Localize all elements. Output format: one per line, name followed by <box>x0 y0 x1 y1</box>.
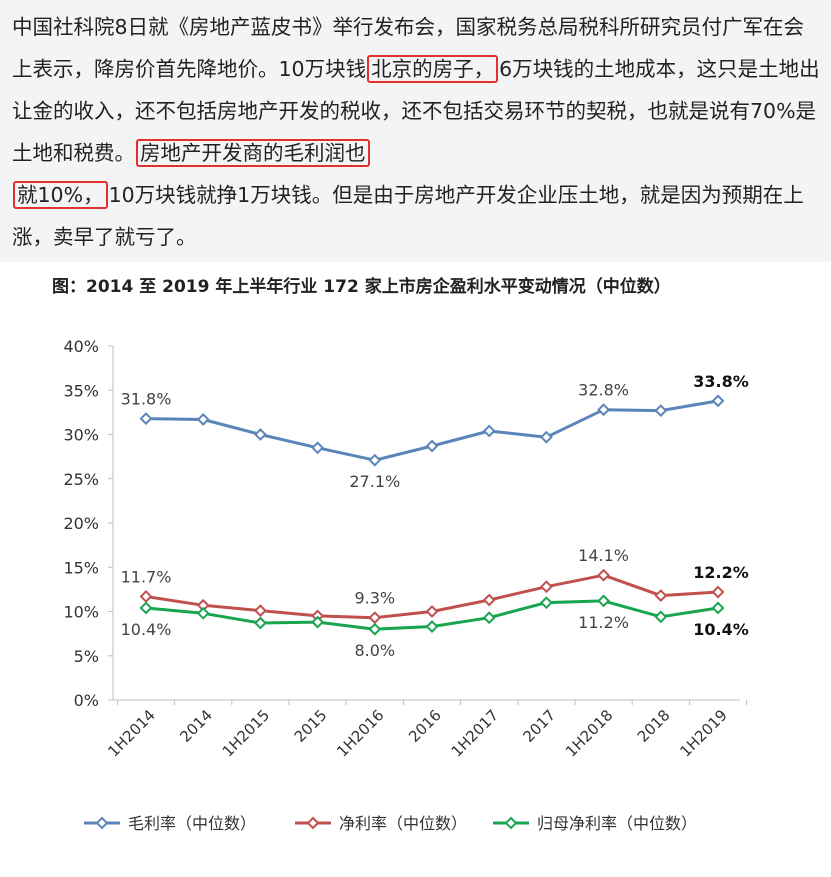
data-label: 11.2% <box>578 613 629 632</box>
data-label: 11.7% <box>121 567 172 586</box>
data-point <box>311 615 325 629</box>
data-point <box>196 606 210 620</box>
data-point <box>711 394 725 408</box>
data-point <box>654 404 668 418</box>
legend-label: 净利率（中位数） <box>339 814 467 833</box>
y-tick-label: 10% <box>63 603 99 622</box>
data-point <box>597 403 611 417</box>
data-point <box>139 412 153 425</box>
highlight-gross-margin-a: 房地产开发商的毛利润也 <box>136 139 370 167</box>
chart-legend: 毛利率（中位数） 净利率（中位数） 归母净利率（中位数） <box>84 814 697 833</box>
data-point <box>711 601 725 615</box>
data-point <box>482 424 496 438</box>
highlight-gross-margin-b: 就10%， <box>13 181 108 209</box>
data-point <box>196 413 210 426</box>
data-label: 27.1% <box>349 472 400 491</box>
data-label: 9.3% <box>354 589 395 608</box>
data-point <box>539 430 553 444</box>
data-point <box>654 589 668 602</box>
data-label: 10.4% <box>693 620 749 639</box>
x-tick-label: 1H2019 <box>676 706 730 760</box>
data-point <box>139 590 153 603</box>
x-tick-label: 1H2018 <box>562 706 616 760</box>
data-point <box>482 593 496 607</box>
data-point <box>368 622 382 636</box>
legend-swatch-marker <box>504 816 518 830</box>
highlight-beijing-house: 北京的房子， <box>367 55 499 83</box>
y-tick-label: 35% <box>63 381 99 400</box>
data-point <box>482 611 496 625</box>
chart-container: 图：2014 至 2019 年上半年行业 172 家上市房企盈利水平变动情况（中… <box>0 262 831 873</box>
data-point <box>368 611 382 625</box>
data-point <box>654 610 668 624</box>
data-point <box>253 616 267 630</box>
x-tick-label: 2017 <box>519 706 559 746</box>
data-label: 31.8% <box>121 390 172 409</box>
data-label: 10.4% <box>121 620 172 639</box>
y-tick-label: 40% <box>63 337 99 356</box>
data-point <box>425 605 439 618</box>
data-point <box>711 585 725 599</box>
y-tick-label: 25% <box>63 470 99 489</box>
chart-title: 图：2014 至 2019 年上半年行业 172 家上市房企盈利水平变动情况（中… <box>52 276 671 297</box>
legend-label: 毛利率（中位数） <box>128 814 256 833</box>
legend-swatch-marker <box>95 816 109 830</box>
legend-swatch-marker <box>306 816 320 830</box>
y-tick-label: 15% <box>63 558 99 577</box>
data-point <box>425 620 439 633</box>
x-tick-label: 2018 <box>634 706 674 746</box>
y-tick-label: 5% <box>74 647 99 666</box>
data-label: 14.1% <box>578 546 629 565</box>
y-tick-label: 0% <box>74 691 99 710</box>
y-tick-label: 20% <box>63 514 99 533</box>
x-tick-label: 1H2017 <box>448 706 502 760</box>
data-point <box>253 604 267 618</box>
data-labels: 31.8% 27.1% 32.8% 33.8% 11.7% 9.3% 14.1% 12.2% 1… <box>121 372 749 660</box>
x-tick-label: 1H2015 <box>219 706 273 760</box>
article-text: 中国社科院8日就《房地产蓝皮书》举行发布会，国家税务总局税科所研究员付广军在会上… <box>0 0 831 262</box>
series-group <box>139 394 725 636</box>
data-label: 8.0% <box>354 641 395 660</box>
data-point <box>597 594 611 608</box>
x-tick-label: 2015 <box>291 706 331 746</box>
data-point <box>368 453 382 467</box>
data-point <box>311 441 325 455</box>
article-para-2: 6万块钱的土地成本，这只是土地出让金的收入，还不包括房地产开发的税收，还不包括交… <box>12 57 820 165</box>
x-tick-label: 2016 <box>405 706 445 746</box>
x-axis-ticks: 1H2014 2014 1H2015 2015 1H2016 2016 1H2017 2017… <box>104 700 748 761</box>
article-para-3: 10万块钱就挣1万块钱。但是由于房地产开发企业压土地，就是因为预期在上涨，卖早了… <box>12 183 804 249</box>
data-label: 33.8% <box>693 372 749 391</box>
data-label: 12.2% <box>693 563 749 582</box>
x-tick-label: 1H2016 <box>333 706 387 760</box>
data-point <box>425 439 439 453</box>
y-tick-label: 30% <box>63 426 99 445</box>
data-point <box>597 568 611 582</box>
profitability-line-chart: 图：2014 至 2019 年上半年行业 172 家上市房企盈利水平变动情况（中… <box>52 276 749 833</box>
article-para-1: 中国社科院8日就《房地产蓝皮书》举行发布会，国家税务总局税科所研究员付广军在会上… <box>12 15 805 81</box>
y-axis-ticks: 0% 5% 10% 15% 20% 25% 30% 35% 40% <box>63 337 113 710</box>
data-label: 32.8% <box>578 381 629 400</box>
data-point <box>539 580 553 594</box>
data-point <box>139 601 153 615</box>
x-tick-label: 1H2014 <box>104 706 158 760</box>
legend-label: 归母净利率（中位数） <box>537 814 697 833</box>
x-tick-label: 2014 <box>176 706 216 746</box>
data-point <box>539 596 553 610</box>
data-point <box>253 428 267 441</box>
